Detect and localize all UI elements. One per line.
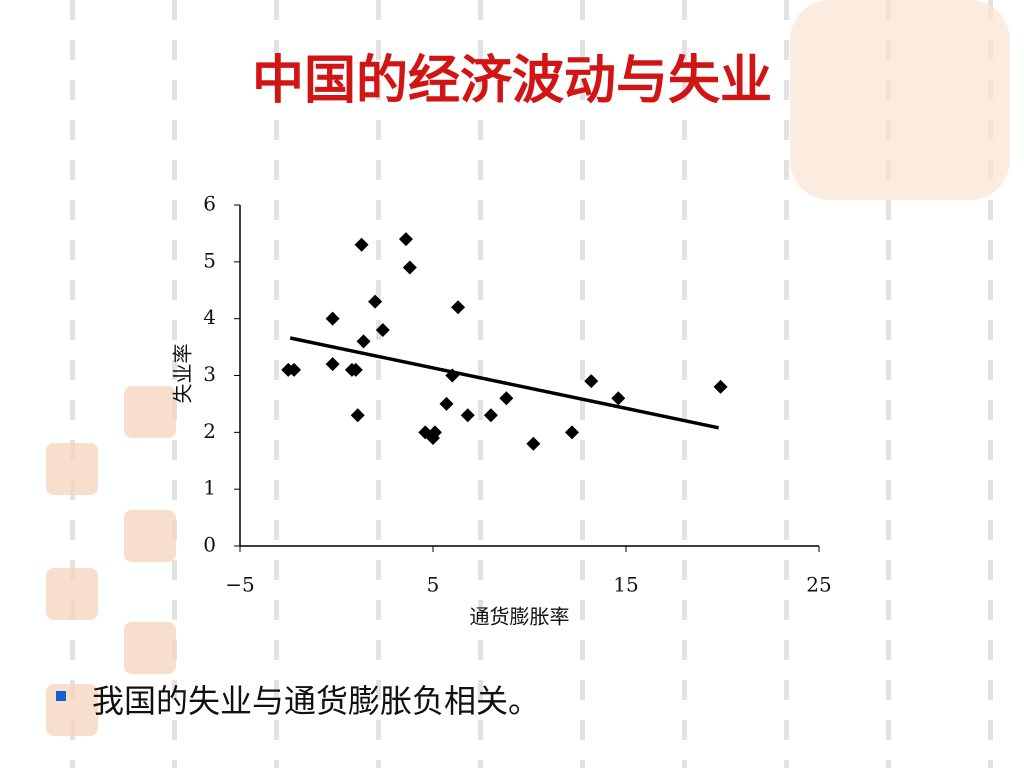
trendline bbox=[289, 336, 719, 430]
decoration bbox=[124, 386, 176, 438]
point bbox=[348, 362, 363, 377]
y-axis-label: 失业率 bbox=[171, 344, 195, 404]
y-tick-label: 6 bbox=[203, 192, 216, 216]
y-tick-label: 0 bbox=[203, 533, 216, 557]
point bbox=[564, 425, 579, 440]
point bbox=[499, 391, 514, 406]
y-tick-label: 2 bbox=[203, 419, 216, 443]
y-tick-label: 3 bbox=[203, 362, 216, 386]
point bbox=[611, 391, 626, 406]
bullet-marker bbox=[56, 691, 66, 701]
point bbox=[439, 396, 454, 411]
x-tick-label: −5 bbox=[225, 573, 254, 597]
x-axis-label: 通货膨胀率 bbox=[470, 605, 570, 629]
point bbox=[427, 425, 442, 440]
point bbox=[460, 408, 475, 423]
point bbox=[451, 300, 466, 315]
decoration bbox=[46, 568, 98, 620]
point bbox=[402, 260, 417, 275]
point bbox=[375, 323, 390, 338]
point bbox=[584, 374, 599, 389]
point bbox=[325, 311, 340, 326]
x-tick-label: 25 bbox=[806, 573, 831, 597]
x-tick-label: 15 bbox=[613, 573, 638, 597]
decoration bbox=[46, 684, 98, 736]
point bbox=[398, 232, 413, 247]
slide-title: 中国的经济波动与失业 bbox=[251, 51, 772, 111]
point bbox=[713, 379, 728, 394]
point bbox=[325, 357, 340, 372]
point bbox=[354, 237, 369, 252]
point bbox=[356, 334, 371, 349]
point bbox=[287, 362, 302, 377]
y-tick-label: 5 bbox=[203, 248, 216, 272]
point bbox=[526, 436, 541, 451]
bullet-text: 我国的失业与通货膨胀负相关。 bbox=[92, 682, 541, 720]
point bbox=[350, 408, 365, 423]
y-tick-label: 4 bbox=[203, 305, 216, 329]
decoration bbox=[124, 622, 176, 674]
point bbox=[483, 408, 498, 423]
decoration bbox=[124, 510, 176, 562]
decoration bbox=[790, 0, 1010, 200]
y-tick-label: 1 bbox=[203, 476, 216, 500]
decoration bbox=[46, 443, 98, 495]
point bbox=[368, 294, 383, 309]
x-tick-label: 5 bbox=[427, 573, 440, 597]
